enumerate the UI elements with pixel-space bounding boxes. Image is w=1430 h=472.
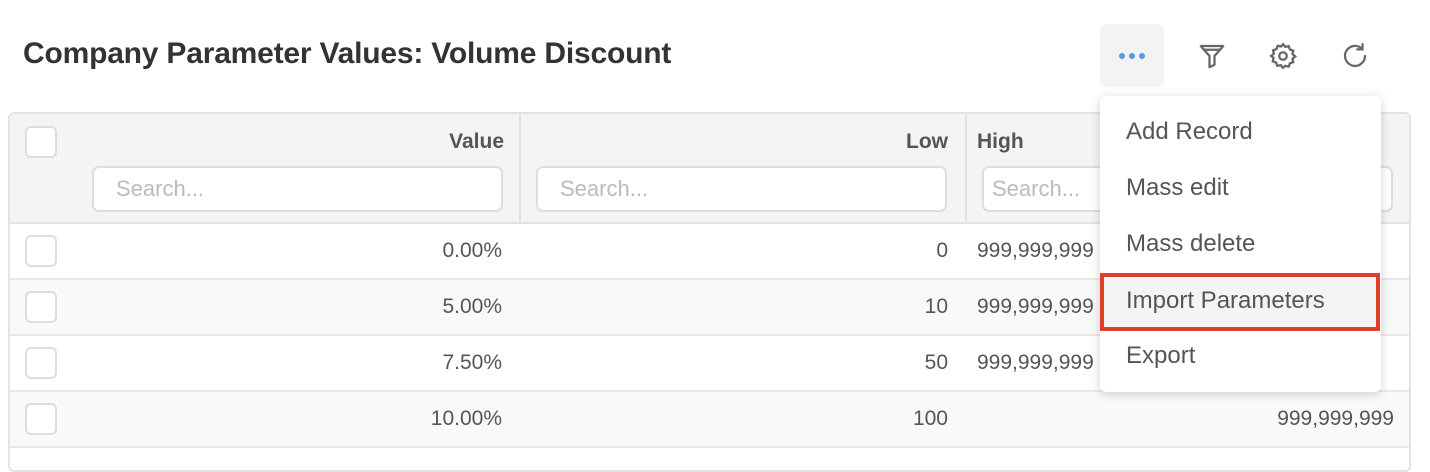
low-cell: 50 bbox=[924, 351, 948, 374]
gear-icon bbox=[1269, 41, 1298, 69]
low-search-input[interactable] bbox=[536, 166, 947, 212]
low-cell: 0 bbox=[936, 239, 948, 262]
column-value: Value bbox=[10, 114, 521, 222]
value-cell: 5.00% bbox=[442, 295, 502, 318]
row-checkbox[interactable] bbox=[25, 291, 57, 323]
refresh-icon bbox=[1343, 42, 1367, 67]
settings-button[interactable] bbox=[1251, 24, 1315, 87]
menu-item-mass-edit[interactable]: Mass edit bbox=[1126, 174, 1229, 201]
menu-item-mass-delete[interactable]: Mass delete bbox=[1126, 230, 1256, 257]
column-header-label[interactable]: High bbox=[977, 130, 1024, 153]
more-dots-icon bbox=[1119, 52, 1145, 59]
menu-item-add-record[interactable]: Add Record bbox=[1126, 118, 1253, 145]
high-cell: 999,999,999 bbox=[977, 239, 1094, 262]
high-cell: 999,999,999 bbox=[977, 295, 1094, 318]
column-header-label[interactable]: Value bbox=[449, 130, 504, 153]
row-checkbox[interactable] bbox=[25, 403, 57, 435]
filter-button[interactable] bbox=[1180, 24, 1244, 87]
low-cell: 10 bbox=[924, 295, 948, 318]
page-title: Company Parameter Values: Volume Discoun… bbox=[23, 37, 672, 70]
filter-icon bbox=[1199, 44, 1225, 68]
select-all-checkbox[interactable] bbox=[25, 126, 57, 158]
refresh-button[interactable] bbox=[1323, 24, 1387, 87]
high-cell: 999,999,999 bbox=[977, 351, 1094, 374]
value-search-input[interactable] bbox=[92, 166, 503, 212]
table-row[interactable]: 7.50% 50 999,999,999 bbox=[10, 336, 1409, 392]
menu-item-import-parameters[interactable]: Import Parameters bbox=[1100, 273, 1380, 331]
high-cell: 999,999,999 bbox=[1277, 407, 1394, 430]
parameter-table: Value Low High 0.00% 0 999,999,999 5.00%… bbox=[8, 112, 1411, 472]
actions-dropdown-menu: Add Record Mass edit Mass delete Import … bbox=[1100, 96, 1381, 392]
low-cell: 100 bbox=[912, 407, 948, 430]
column-low: Low bbox=[519, 114, 965, 222]
value-cell: 7.50% bbox=[442, 351, 502, 374]
column-header-label[interactable]: Low bbox=[906, 130, 948, 153]
value-cell: 0.00% bbox=[442, 239, 502, 262]
row-checkbox[interactable] bbox=[25, 235, 57, 267]
value-cell: 10.00% bbox=[430, 407, 502, 430]
table-row[interactable]: 0.00% 0 999,999,999 bbox=[10, 224, 1409, 280]
menu-item-export[interactable]: Export bbox=[1126, 342, 1196, 369]
more-actions-button[interactable] bbox=[1100, 24, 1164, 87]
table-row[interactable]: 10.00% 100 999,999,999 bbox=[10, 392, 1409, 448]
row-checkbox[interactable] bbox=[25, 347, 57, 379]
